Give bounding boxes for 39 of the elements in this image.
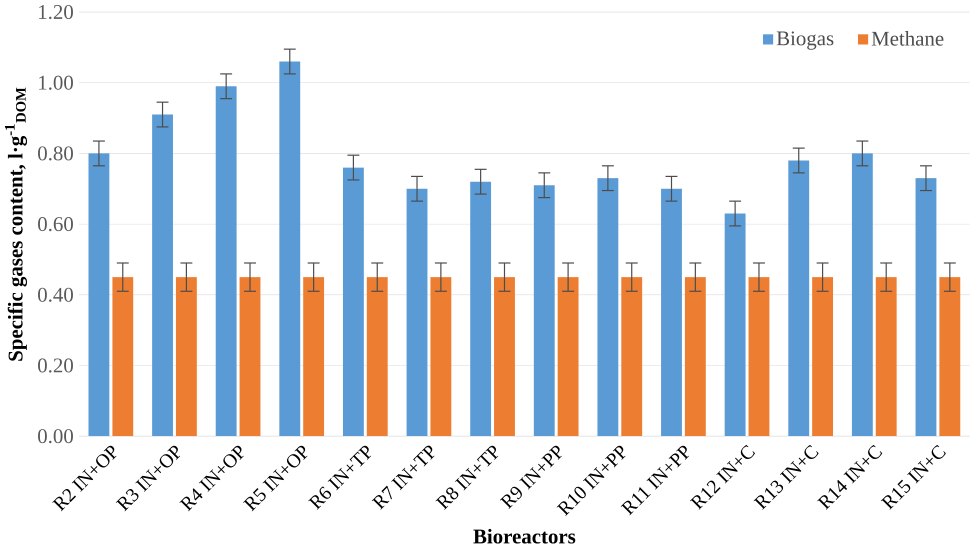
bar — [366, 277, 388, 436]
bar — [661, 189, 682, 436]
bar — [240, 277, 260, 436]
y-tick-label: 0.60 — [38, 217, 73, 232]
bar — [684, 277, 706, 436]
bar — [916, 178, 936, 436]
y-tick-label: 0.80 — [38, 146, 73, 161]
bar — [216, 86, 237, 436]
legend-label: Biogas — [776, 32, 834, 50]
y-tick-label: 0.40 — [38, 288, 73, 302]
bar — [748, 277, 770, 436]
bar — [812, 277, 834, 436]
bar — [876, 277, 897, 436]
bar — [303, 277, 324, 436]
legend-label: Methane — [872, 31, 944, 46]
bar — [724, 214, 746, 436]
bar — [558, 277, 579, 436]
bar — [534, 185, 555, 436]
bar — [152, 114, 173, 436]
bar — [597, 178, 618, 436]
bar — [430, 277, 452, 436]
bar — [939, 277, 960, 436]
y-axis-title: Specific gases content, l·g$^{-1}$DOM — [4, 88, 28, 361]
bar — [621, 277, 642, 436]
y-tick-label: 0.00 — [38, 429, 73, 444]
bar — [470, 182, 492, 436]
bar — [88, 154, 110, 436]
bar — [279, 62, 300, 436]
bar — [406, 189, 428, 436]
y-tick-label: 0.20 — [38, 358, 73, 373]
bar — [342, 168, 364, 436]
y-tick-label: 1.00 — [39, 76, 73, 90]
bar — [494, 277, 515, 436]
bar — [788, 160, 810, 436]
bar — [176, 277, 197, 436]
bar — [112, 277, 134, 436]
x-axis-title: Bioreactors — [473, 529, 576, 544]
bar — [852, 154, 873, 436]
y-tick-label: 1.20 — [39, 5, 73, 20]
